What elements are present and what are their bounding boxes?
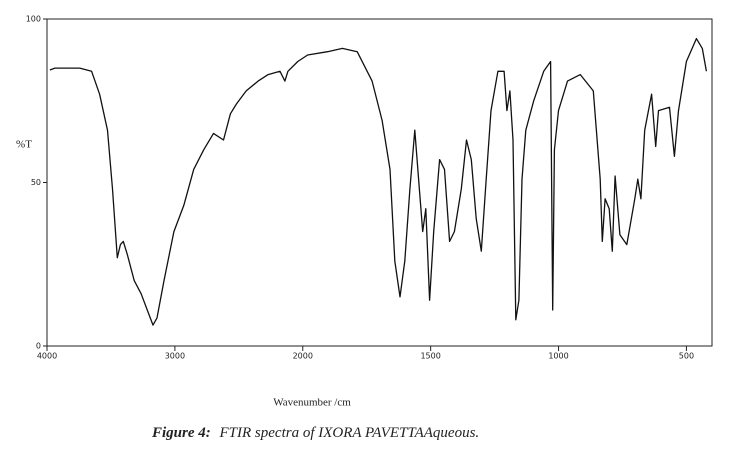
- y-tick-label: 100: [26, 15, 41, 24]
- x-tick-label: 1500: [420, 352, 440, 361]
- plot-frame: [46, 18, 713, 347]
- caption: Figure 4: FTIR spectra of IXORA PAVETTAA…: [151, 425, 479, 441]
- x-tick-label: 3000: [165, 352, 185, 361]
- x-tick-label: 1000: [548, 352, 568, 361]
- x-tick-label: 500: [679, 352, 694, 361]
- x-tick-label: 4000: [37, 352, 57, 361]
- x-axis-label: Wavenumber /cm: [273, 397, 351, 409]
- spectrum-line: [49, 37, 708, 326]
- caption-label: Figure 4:: [151, 425, 211, 441]
- y-tick-label: 50: [31, 178, 41, 187]
- y-axis-label: %T: [16, 139, 32, 151]
- caption-text: FTIR spectra of IXORA PAVETTAAqueous.: [219, 425, 480, 441]
- x-tick-label: 2000: [293, 352, 313, 361]
- y-tick-label: 0: [36, 342, 41, 351]
